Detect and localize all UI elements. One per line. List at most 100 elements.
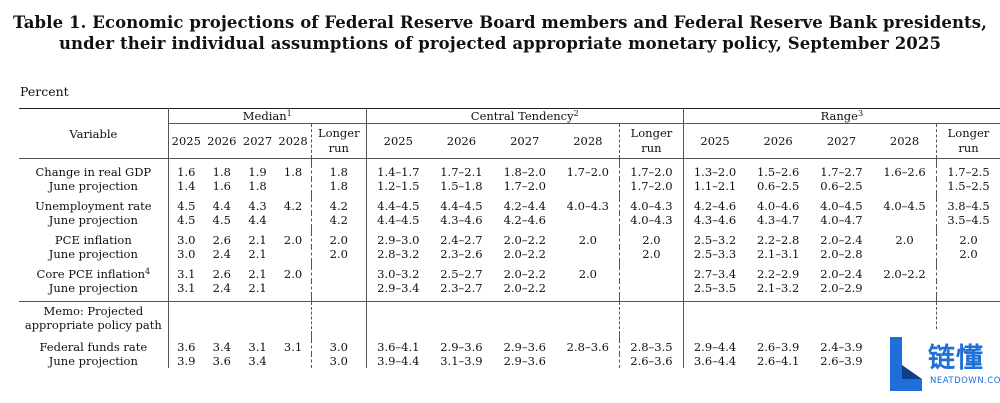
longer-run-line1: Longer [630, 126, 673, 140]
median-longer-run-header: Longer run [310, 123, 367, 159]
value-cell: 2.0–2.4 [820, 267, 863, 281]
row-label: June projection [19, 354, 169, 368]
value-cell: 2.0–2.2 [503, 267, 546, 281]
value-cell: 3.1 [177, 267, 196, 281]
value-cell: 2.6–3.9 [820, 354, 863, 368]
value-cell: 2.4–2.7 [440, 233, 483, 247]
value-cell: 1.6 [212, 179, 231, 193]
value-cell: 2.8–3.5 [619, 340, 684, 354]
logo-text-cn: 链懂 [928, 343, 984, 374]
value-cell: 1.7–2.0 [619, 179, 684, 193]
value-cell [556, 247, 619, 261]
value-cell: 2.0–2.2 [503, 281, 546, 295]
value-cell: 0.6–2.5 [756, 179, 800, 193]
memo-row: Memo: Projected appropriate policy path [19, 301, 1000, 334]
value-cell [873, 281, 936, 295]
value-cell: 2.0 [283, 267, 303, 281]
table-row-june: June projection 3.1 2.4 2.1 2.9–3.4 2.3–2.7 2.… [19, 281, 1000, 295]
value-cell: 2.5–3.3 [693, 247, 737, 261]
value-cell: 1.7–2.0 [503, 179, 546, 193]
value-cell [275, 247, 311, 261]
value-cell: 3.6–4.1 [377, 340, 420, 354]
central-note: 2 [573, 109, 579, 119]
value-cell: 1.3–2.0 [693, 165, 737, 179]
table-row-june: June projection 3.0 2.4 2.1 2.0 2.8–3.2 2.3–2.… [19, 247, 1000, 261]
value-cell: 2.3–2.6 [440, 247, 483, 261]
value-cell [310, 267, 367, 281]
value-cell: 2.0 [578, 267, 597, 281]
value-cell: 1.7–2.0 [619, 165, 684, 179]
value-cell: 1.7–2.1 [440, 165, 483, 179]
row-label-text: June projection [48, 247, 138, 261]
median-note: 1 [286, 109, 292, 119]
value-cell: 3.1 [177, 281, 196, 295]
row-label-text: June projection [48, 354, 138, 368]
value-cell: 2.4 [212, 281, 231, 295]
value-cell: 2.6 [212, 233, 231, 247]
value-cell: 1.2–1.5 [377, 179, 420, 193]
value-cell: 2.0 [619, 233, 684, 247]
value-cell: 0.6–2.5 [820, 179, 863, 193]
value-cell: 3.4 [248, 354, 267, 368]
title-line-2: under their individual assumptions of pr… [58, 34, 942, 53]
title-line-1: Table 1. Economic projections of Federal… [12, 13, 988, 32]
value-cell: 2.0–2.9 [820, 281, 863, 295]
value-cell: 2.2–2.8 [756, 233, 800, 247]
projections-table: Variable Median1 Central Tendency2 Range… [19, 108, 1000, 368]
value-cell: 2.8–3.2 [377, 247, 420, 261]
value-cell: 4.3–4.6 [440, 213, 483, 227]
longer-run-line1: Longer [317, 126, 360, 140]
row-label: PCE inflation [19, 233, 169, 247]
value-cell: 2.9–3.4 [377, 281, 420, 295]
value-cell [935, 267, 1000, 281]
value-cell: 2.1 [248, 281, 267, 295]
value-cell [275, 281, 311, 295]
value-cell: 4.0–4.6 [756, 199, 800, 213]
value-cell: 2.9–3.6 [503, 340, 546, 354]
range-note: 3 [857, 109, 864, 119]
median-year-2028: 2028 [275, 123, 312, 159]
range-year-2026: 2026 [746, 123, 810, 159]
value-cell: 2.4–3.9 [820, 340, 863, 354]
central-year-2027: 2027 [493, 123, 557, 159]
row-label-note: 4 [145, 267, 151, 276]
central-header-text: Central Tendency [470, 109, 574, 123]
row-label-text: June projection [48, 179, 138, 193]
range-year-2028: 2028 [873, 123, 937, 159]
value-cell: 2.0–2.2 [503, 233, 546, 247]
median-year-2026: 2026 [203, 123, 240, 159]
longer-run-line1: Longer [947, 126, 990, 140]
table-title: Table 1. Economic projections of Federal… [0, 12, 1000, 54]
value-cell: 2.1 [248, 233, 267, 247]
value-cell: 4.5 [177, 199, 196, 213]
value-cell: 2.6–4.1 [756, 354, 800, 368]
value-cell [275, 179, 311, 193]
median-header-text: Median [242, 109, 287, 123]
value-cell [556, 281, 619, 295]
value-cell: 2.5–3.2 [693, 233, 737, 247]
value-cell: 3.0 [310, 354, 367, 368]
value-cell: 1.7–2.0 [566, 165, 609, 179]
range-longer-run-header: Longer run [935, 123, 1000, 159]
value-cell: 2.1–3.2 [756, 281, 800, 295]
value-cell: 3.4 [212, 340, 231, 354]
value-cell: 3.1–3.9 [440, 354, 483, 368]
value-cell: 1.7–2.5 [935, 165, 1000, 179]
value-cell: 1.8–2.0 [503, 165, 546, 179]
value-cell [556, 213, 619, 227]
value-cell: 3.1 [283, 340, 303, 354]
row-label: Change in real GDP [19, 165, 169, 179]
row-label: June projection [19, 213, 169, 227]
table-row-june: June projection 3.9 3.6 3.4 3.0 3.9–4.4 3.1–3.… [19, 354, 1000, 368]
value-cell: 2.1 [248, 267, 267, 281]
value-cell: 4.4 [248, 213, 267, 227]
value-cell: 2.9–3.6 [440, 340, 483, 354]
value-cell: 1.4 [177, 179, 196, 193]
value-cell [556, 354, 619, 368]
longer-run-line2: run [958, 141, 979, 155]
central-longer-run-header: Longer run [619, 123, 684, 159]
table-row: Unemployment rate 4.5 4.4 4.3 4.2 4.2 4.4–4.5 4… [19, 199, 1000, 213]
value-cell: 4.0–4.5 [883, 199, 926, 213]
value-cell: 1.1–2.1 [693, 179, 737, 193]
variable-header-text: Variable [69, 126, 118, 141]
